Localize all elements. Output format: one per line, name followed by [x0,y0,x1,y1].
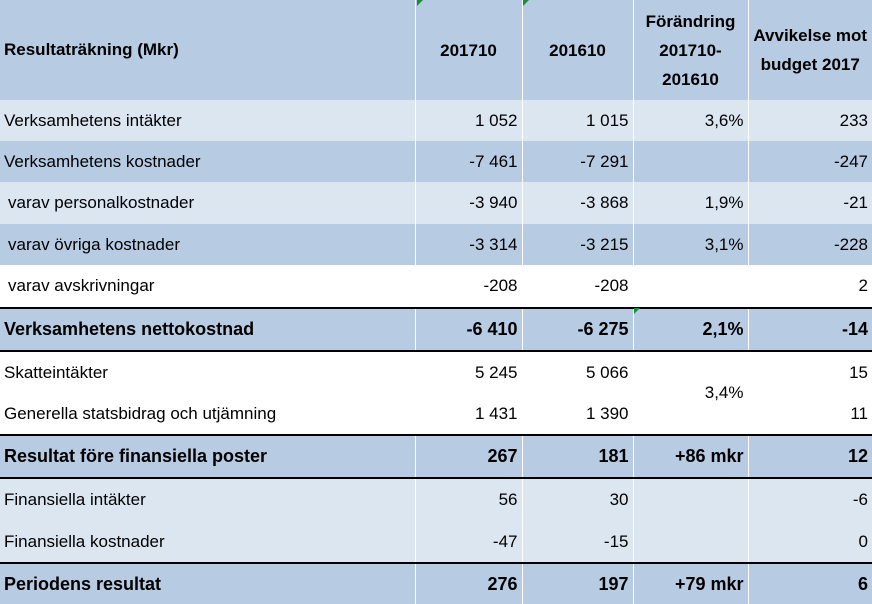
cell-comment-marker [523,0,529,6]
row-value: 15 [748,350,872,393]
row-value: -3 868 [522,182,634,224]
row-value: -3 940 [415,182,523,224]
row-label: Verksamhetens nettokostnad [0,307,416,351]
table-row-subtotal: Resultat före finansiella poster 267 181… [0,434,872,478]
row-value: -47 [415,521,523,563]
row-value-merged: 3,4% [633,350,749,435]
row-value: -228 [748,224,872,265]
row-value: 6 [748,562,872,604]
header-col-201610: 201610 [522,0,634,100]
row-value: +86 mkr [633,434,749,478]
row-value [633,477,749,521]
table-row: Finansiella intäkter 56 30 -6 [0,477,872,521]
row-label: Skatteintäkter [0,350,416,393]
row-value: 1 015 [522,100,634,141]
row-value: 11 [748,393,872,435]
row-value: 56 [415,477,523,521]
row-label: varav avskrivningar [0,265,416,308]
header-col-201710: 201710 [415,0,523,100]
row-value: 267 [415,434,523,478]
row-value: -7 291 [522,141,634,182]
table-row: Verksamhetens kostnader -7 461 -7 291 -2… [0,141,872,182]
table-row: Skatteintäkter 5 245 5 066 3,4% 15 [0,350,872,435]
row-label: Generella statsbidrag och utjämning [0,393,416,435]
row-value: 1 390 [522,393,634,435]
row-value [633,265,749,308]
table-row-subtotal: Verksamhetens nettokostnad -6 410 -6 275… [0,307,872,351]
header-col-budget-deviation: Avvikelse mot budget 2017 [748,0,872,100]
table-row: varav personalkostnader -3 940 -3 868 1,… [0,182,872,224]
row-value: 3,1% [633,224,749,265]
row-value: -15 [522,521,634,563]
row-value: -3 314 [415,224,523,265]
row-value: 30 [522,477,634,521]
header-row: Resultaträkning (Mkr) 201710 201610 Förä… [0,0,872,100]
cell-comment-marker [634,308,640,314]
table-row-total: Periodens resultat 276 197 +79 mkr 6 [0,562,872,604]
row-value: -3 215 [522,224,634,265]
row-value: 1 052 [415,100,523,141]
row-value: -208 [415,265,523,308]
row-value [633,521,749,563]
row-value: 0 [748,521,872,563]
row-label: Verksamhetens intäkter [0,100,416,141]
row-label: Finansiella kostnader [0,521,416,563]
row-value: -247 [748,141,872,182]
row-value: 5 066 [522,350,634,393]
row-value: 2 [748,265,872,308]
header-col-change: Förändring 201710-201610 [633,0,749,100]
row-value: 2,1% [633,307,749,351]
row-value [633,141,749,182]
row-label: Periodens resultat [0,562,416,604]
row-value: 5 245 [415,350,523,393]
row-value: -21 [748,182,872,224]
row-value: -6 [748,477,872,521]
table-row: Generella statsbidrag och utjämning 1 43… [0,393,872,435]
row-value: 12 [748,434,872,478]
row-value: 1,9% [633,182,749,224]
row-value: 3,6% [633,100,749,141]
table-row: Verksamhetens intäkter 1 052 1 015 3,6% … [0,100,872,141]
row-label: varav övriga kostnader [0,224,416,265]
row-label: Verksamhetens kostnader [0,141,416,182]
row-value: 181 [522,434,634,478]
cell-comment-marker [417,0,423,6]
row-value: -208 [522,265,634,308]
row-label: Finansiella intäkter [0,477,416,521]
header-title: Resultaträkning (Mkr) [0,0,416,100]
row-value: 233 [748,100,872,141]
row-value: 276 [415,562,523,604]
row-value: -6 275 [522,307,634,351]
row-label: Resultat före finansiella poster [0,434,416,478]
row-value: -6 410 [415,307,523,351]
row-value: -14 [748,307,872,351]
row-value: 1 431 [415,393,523,435]
table-row: varav övriga kostnader -3 314 -3 215 3,1… [0,224,872,265]
row-value: -7 461 [415,141,523,182]
table-row: Finansiella kostnader -47 -15 0 [0,521,872,563]
row-value: +79 mkr [633,562,749,604]
table-row: varav avskrivningar -208 -208 2 [0,265,872,308]
row-label: varav personalkostnader [0,182,416,224]
row-value: 197 [522,562,634,604]
